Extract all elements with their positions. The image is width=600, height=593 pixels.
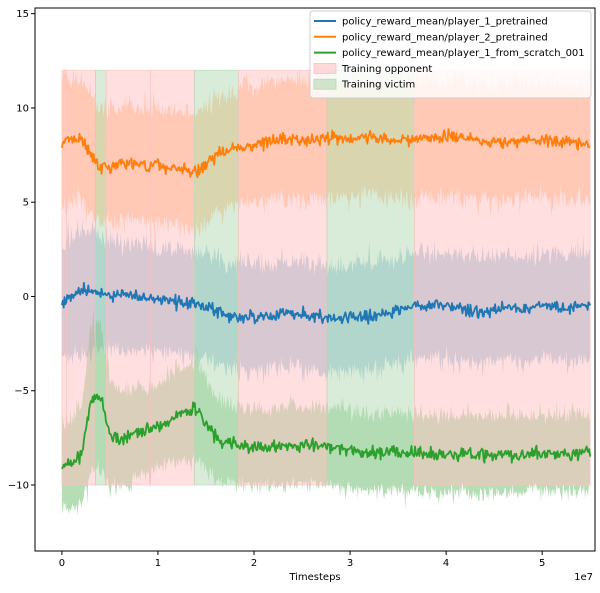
- x-tick-label: 4: [443, 558, 449, 569]
- y-axis: −10 −5 0 5 10 15: [8, 9, 35, 492]
- legend-box: [309, 10, 592, 99]
- phase-interval-3: [95, 69, 107, 486]
- legend-label: policy_reward_mean/player_1_pretrained: [342, 17, 548, 28]
- y-tick-label: 0: [23, 292, 29, 303]
- phase-interval-9: [414, 69, 591, 486]
- x-tick-label: 5: [539, 558, 545, 569]
- x-tick-label: 3: [347, 558, 353, 569]
- legend-patch-swatch: [313, 78, 337, 90]
- y-tick-label: 15: [16, 9, 29, 20]
- series-line-3: [61, 393, 592, 470]
- legend-patch-swatch: [313, 63, 337, 74]
- legend-label: policy_reward_mean/player_1_from_scratch…: [342, 48, 585, 59]
- legend-label: Training victim: [341, 80, 415, 91]
- series-line-2: [61, 128, 591, 179]
- series-line-1: [61, 281, 592, 325]
- y-tick-label: 5: [23, 198, 29, 209]
- legend: policy_reward_mean/player_1_pretrainedpo…: [309, 10, 592, 99]
- training-phase-shading: [61, 69, 591, 486]
- x-tick-label: 0: [59, 558, 65, 569]
- series-lines: [61, 128, 592, 470]
- plot-frame: [34, 7, 596, 552]
- legend-label: Training opponent: [341, 64, 432, 75]
- y-tick-label: −5: [14, 386, 29, 397]
- x-axis: 0 1 2 3 4 5: [59, 551, 545, 569]
- phase-interval-2: [66, 69, 96, 486]
- y-tick-label: −10: [8, 481, 29, 492]
- phase-interval-1: [61, 69, 68, 486]
- legend-label: policy_reward_mean/player_2_pretrained: [342, 32, 548, 43]
- phase-interval-4: [105, 69, 151, 486]
- y-tick-label: 10: [16, 103, 29, 114]
- x-axis-offset-label: 1e7: [574, 572, 593, 583]
- phase-interval-6: [194, 69, 240, 486]
- x-tick-label: 2: [251, 558, 257, 569]
- x-tick-label: 1: [155, 558, 161, 569]
- x-axis-label: Timesteps: [288, 572, 340, 583]
